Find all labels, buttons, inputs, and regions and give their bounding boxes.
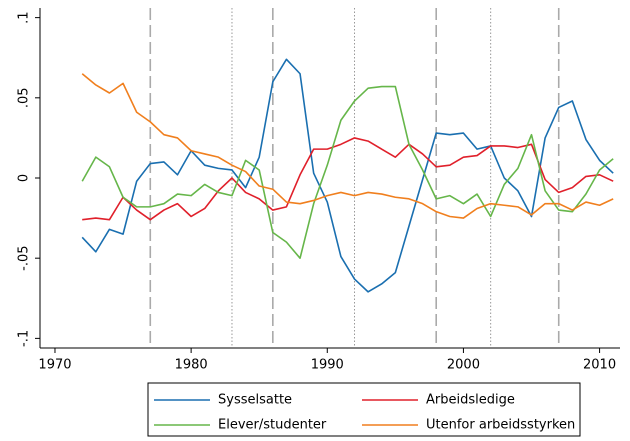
legend-label: Sysselsatte (218, 393, 292, 408)
series-line (81, 58, 614, 293)
y-tick-label: -.05 (17, 246, 32, 271)
x-tick-label: 1980 (175, 358, 208, 373)
series-line (82, 137, 614, 221)
legend-label: Utenfor arbeidsstyrken (426, 418, 575, 433)
x-tick-label: 2010 (583, 358, 616, 373)
legend-box (147, 382, 581, 437)
x-tick-label: 1990 (311, 358, 344, 373)
x-tick-label: 2000 (447, 358, 480, 373)
y-tick-label: .05 (17, 87, 32, 108)
series-line (81, 73, 614, 219)
y-tick-label: -.1 (17, 330, 32, 347)
x-tick-label: 1970 (38, 358, 71, 373)
series-line (81, 85, 614, 259)
y-tick-label: 0 (17, 174, 32, 182)
legend-label: Elever/studenter (218, 418, 327, 433)
y-tick-label: .1 (17, 11, 32, 23)
legend-label: Arbeidsledige (426, 393, 515, 408)
